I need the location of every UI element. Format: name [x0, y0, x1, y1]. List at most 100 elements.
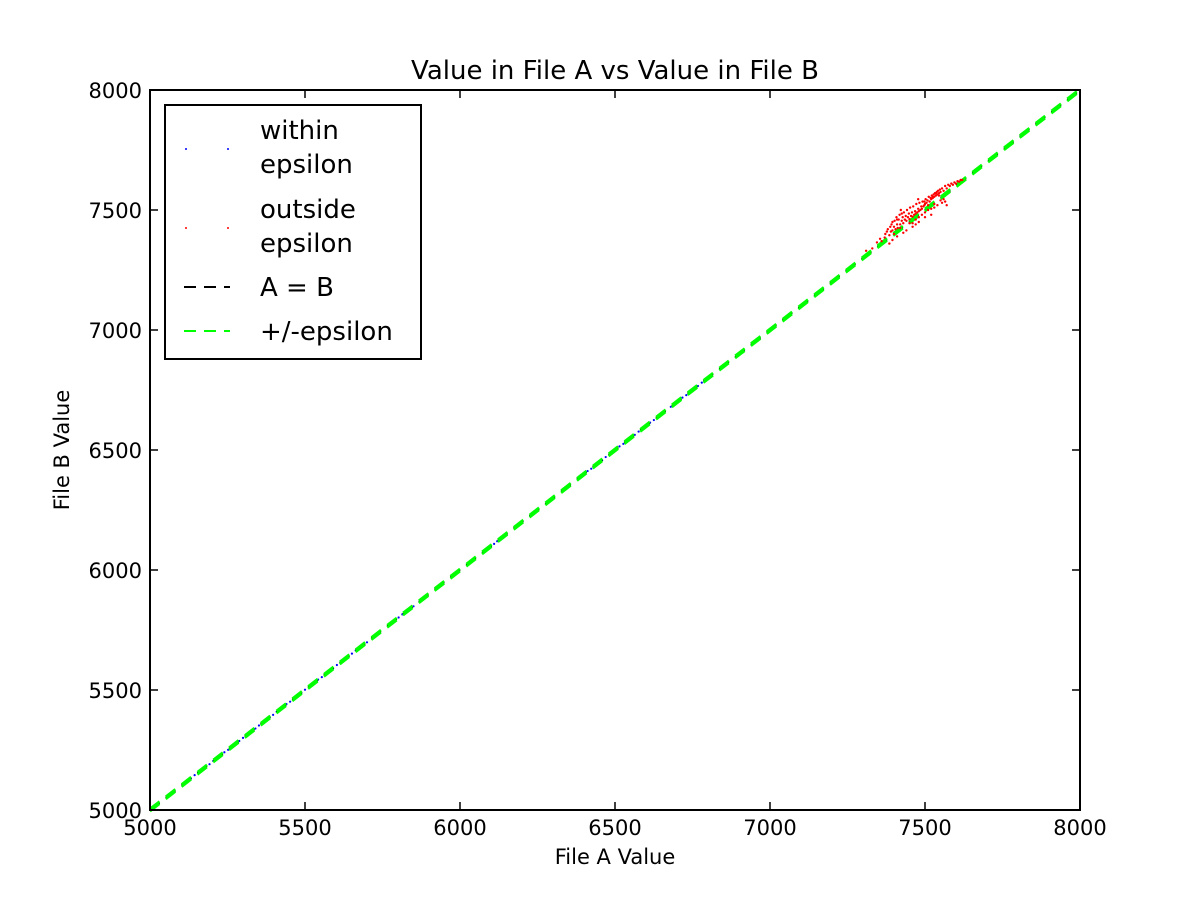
legend-box — [164, 104, 422, 360]
point-outside-epsilon — [908, 206, 912, 209]
point-within-epsilon — [637, 430, 640, 433]
x-tick-label: 8000 — [1053, 816, 1106, 840]
point-within-epsilon — [193, 774, 196, 777]
point-outside-epsilon — [898, 213, 901, 216]
point-outside-epsilon — [911, 215, 914, 218]
point-outside-epsilon — [896, 226, 899, 230]
point-outside-epsilon — [891, 229, 894, 232]
legend-label-within-line1: within — [260, 116, 339, 146]
x-tick-label: 6500 — [588, 816, 641, 840]
point-outside-epsilon — [910, 211, 914, 214]
point-outside-epsilon — [931, 195, 934, 198]
point-outside-epsilon — [934, 192, 938, 195]
point-outside-epsilon — [864, 249, 868, 252]
point-within-epsilon — [652, 418, 655, 422]
point-outside-epsilon — [890, 223, 893, 226]
legend-label-outside-line1: outside — [260, 195, 356, 225]
point-outside-epsilon — [900, 219, 903, 222]
point-outside-epsilon — [957, 180, 961, 183]
point-outside-epsilon — [925, 201, 928, 204]
point-outside-epsilon — [933, 202, 936, 206]
point-outside-epsilon — [927, 195, 930, 198]
point-within-epsilon — [586, 469, 589, 473]
y-tick-label: 5500 — [89, 679, 142, 703]
legend-label-epsilon: +/-epsilon — [260, 317, 393, 347]
point-outside-epsilon — [895, 218, 899, 221]
point-outside-epsilon — [943, 184, 947, 188]
legend-marker-outside-2 — [227, 227, 229, 229]
point-outside-epsilon — [899, 223, 902, 226]
point-outside-epsilon — [921, 200, 924, 203]
point-outside-epsilon — [926, 208, 930, 212]
point-within-epsilon — [618, 445, 621, 448]
point-outside-epsilon — [917, 216, 920, 219]
point-outside-epsilon — [933, 206, 936, 209]
point-outside-epsilon — [893, 219, 896, 222]
point-outside-epsilon — [904, 214, 907, 218]
point-outside-epsilon — [913, 210, 917, 213]
point-outside-epsilon — [900, 212, 903, 215]
x-tick-label: 7500 — [898, 816, 951, 840]
point-outside-epsilon — [888, 242, 891, 245]
point-outside-epsilon — [924, 198, 927, 201]
point-outside-epsilon — [888, 234, 891, 237]
point-outside-epsilon — [905, 219, 908, 222]
axis-ticks: 5000 5500 6000 6500 7000 7500 8000 5000 5500 6000… — [89, 79, 1107, 840]
chart-title: Value in File A vs Value in File B — [411, 56, 819, 86]
point-outside-epsilon — [886, 228, 889, 231]
point-outside-epsilon — [880, 240, 883, 243]
point-within-epsilon — [257, 724, 261, 727]
legend-item-plus-minus-epsilon: +/-epsilon — [184, 317, 393, 347]
point-outside-epsilon — [926, 199, 929, 202]
x-tick-label: 6000 — [433, 816, 486, 840]
point-outside-epsilon — [908, 222, 911, 225]
point-outside-epsilon — [914, 223, 917, 226]
point-outside-epsilon — [906, 216, 910, 219]
point-within-epsilon — [700, 381, 703, 384]
point-outside-epsilon — [936, 204, 939, 207]
y-tick-label: 7000 — [89, 319, 142, 343]
y-tick-label: 8000 — [89, 79, 142, 103]
point-outside-epsilon — [945, 187, 948, 190]
point-outside-epsilon — [939, 190, 942, 194]
point-within-epsilon — [685, 393, 688, 397]
point-outside-epsilon — [895, 235, 899, 238]
point-outside-epsilon — [945, 204, 948, 207]
point-within-epsilon — [397, 616, 400, 619]
x-tick-label: 5500 — [278, 816, 331, 840]
legend-label-a-equals-b: A = B — [260, 273, 334, 303]
x-tick-label: 7000 — [743, 816, 796, 840]
point-outside-epsilon — [891, 238, 894, 242]
point-outside-epsilon — [875, 241, 879, 244]
point-outside-epsilon — [930, 213, 933, 216]
point-within-epsilon — [208, 763, 211, 766]
point-outside-epsilon — [895, 223, 899, 226]
point-outside-epsilon — [939, 199, 942, 202]
point-outside-epsilon — [940, 201, 944, 204]
point-outside-epsilon — [889, 225, 892, 228]
legend: within epsilon outside epsilon A = B +/-… — [164, 104, 422, 360]
point-within-epsilon — [320, 676, 323, 679]
point-within-epsilon — [303, 688, 307, 691]
legend-item-outside-epsilon: outside epsilon — [185, 195, 356, 259]
series-layer — [149, 87, 1081, 813]
point-outside-epsilon — [902, 231, 905, 234]
point-outside-epsilon — [937, 194, 941, 197]
point-outside-epsilon — [895, 216, 898, 219]
point-within-epsilon — [335, 663, 338, 667]
point-within-epsilon — [493, 542, 496, 545]
point-outside-epsilon — [911, 222, 914, 225]
point-outside-epsilon — [899, 226, 902, 230]
point-outside-epsilon — [871, 247, 874, 250]
point-outside-epsilon — [923, 216, 927, 219]
point-within-epsilon — [272, 713, 275, 716]
point-outside-epsilon — [930, 207, 933, 210]
y-tick-label: 7500 — [89, 199, 142, 223]
legend-marker-outside-1 — [185, 227, 187, 229]
point-outside-epsilon — [907, 212, 911, 215]
point-outside-epsilon — [883, 236, 886, 239]
point-outside-epsilon — [905, 229, 908, 232]
legend-label-outside-line2: epsilon — [260, 229, 353, 259]
point-outside-epsilon — [918, 201, 921, 204]
